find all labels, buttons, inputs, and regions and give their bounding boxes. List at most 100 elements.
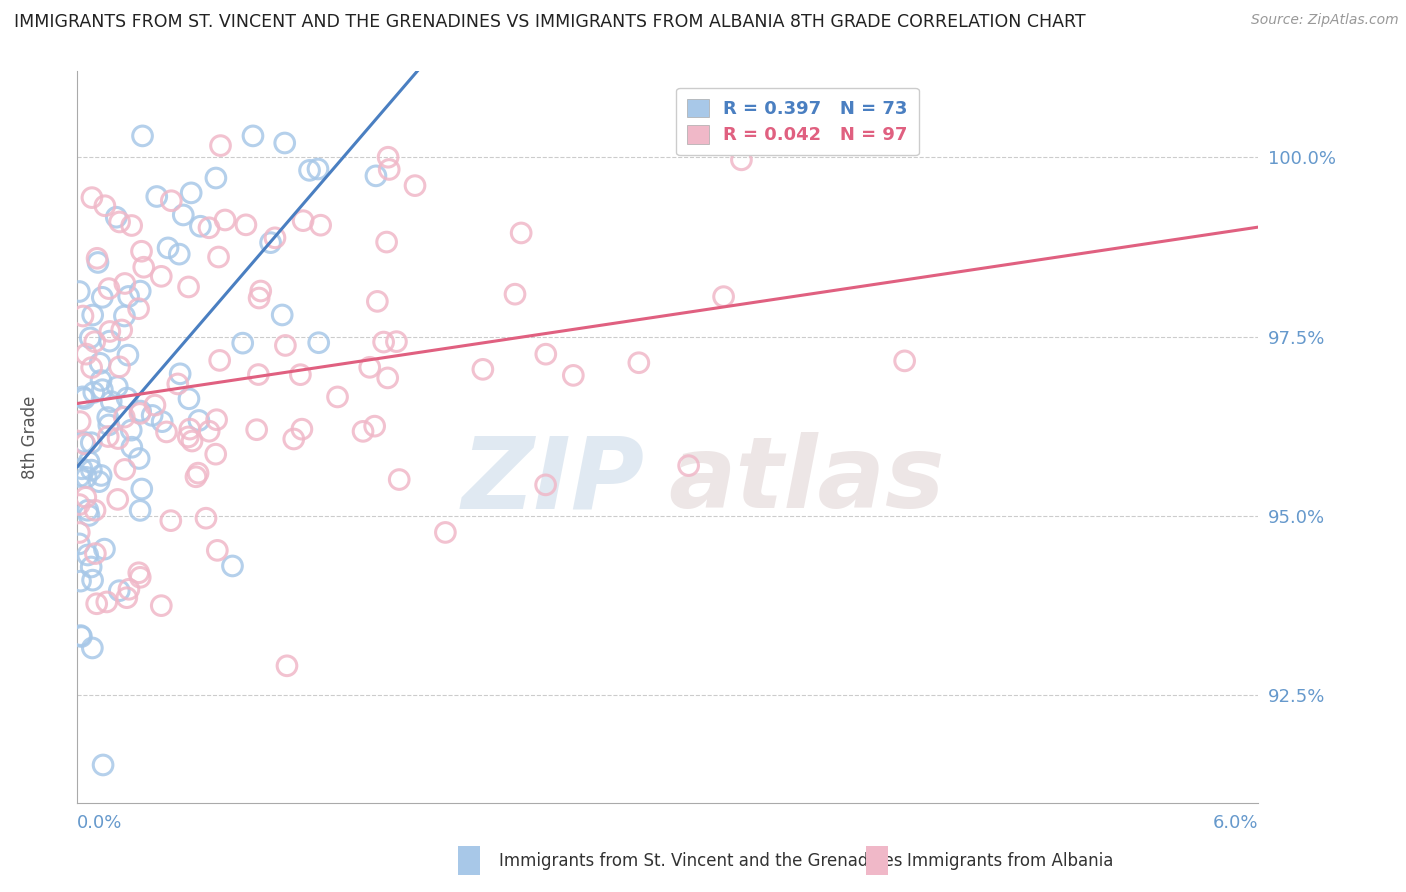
Point [273,136,295,150]
Point [359,360,381,375]
Point [205,171,228,186]
Point [67,525,90,540]
Point [107,432,129,446]
Point [121,440,143,454]
Point [129,570,152,584]
Point [205,413,228,427]
Point [83,385,105,400]
Point [111,323,134,337]
Point [69,469,91,483]
Point [179,422,201,436]
Point [291,422,314,436]
Point [83,334,105,349]
Text: Immigrants from Albania: Immigrants from Albania [907,852,1114,870]
Point [264,231,287,245]
Point [247,291,270,305]
Point [79,331,101,345]
Point [377,150,399,164]
Point [75,470,97,484]
Point [97,410,120,425]
Point [534,347,557,361]
Point [195,511,218,525]
Point [366,294,388,309]
Point [107,492,129,507]
Point [73,437,96,451]
Point [128,566,150,580]
Point [131,244,153,259]
Point [129,284,152,298]
Point [114,277,136,291]
Point [235,218,257,232]
Point [120,423,142,437]
Point [388,473,411,487]
Point [271,308,294,322]
Point [108,359,131,374]
Point [364,169,387,183]
Point [73,435,96,450]
Point [503,287,526,301]
Point [97,429,120,443]
Point [112,309,135,323]
Point [298,163,321,178]
Point [91,290,114,304]
Point [80,191,103,205]
Point [72,390,94,404]
Point [172,208,194,222]
Point [143,398,166,412]
Point [378,162,401,177]
Point [96,595,118,609]
Point [129,404,152,418]
Text: 8th Grade: 8th Grade [21,395,39,479]
Point [114,462,136,476]
Point [276,658,298,673]
Point [75,347,97,361]
Point [159,514,181,528]
Point [90,468,112,483]
Point [76,503,98,517]
Point [283,432,305,446]
Point [242,128,264,143]
Point [167,247,190,261]
Point [187,466,209,480]
Point [274,338,297,352]
Point [309,218,332,232]
Point [627,356,650,370]
Point [145,189,167,203]
Point [90,373,112,387]
Point [100,394,122,409]
Point [86,597,108,611]
Point [87,255,110,269]
Point [198,220,221,235]
Point [141,409,163,423]
Point [84,503,107,517]
Point [108,215,131,229]
Point [247,368,270,382]
Text: Immigrants from St. Vincent and the Grenadines: Immigrants from St. Vincent and the Gren… [499,852,903,870]
Point [181,434,204,448]
Point [150,415,173,429]
Point [207,543,229,558]
Point [131,128,153,143]
Point [98,325,121,339]
Point [177,392,200,406]
Point [70,630,93,644]
Point [77,455,100,469]
Point [129,406,152,420]
Point [128,451,150,466]
Point [221,558,243,573]
Point [208,353,231,368]
Point [91,383,114,397]
Point [129,503,152,517]
Point [80,463,103,477]
Point [373,334,395,349]
Point [180,186,202,200]
Point [352,425,374,439]
Point [150,599,173,613]
Point [385,334,408,349]
Text: ZIP: ZIP [461,433,644,530]
Point [155,425,177,439]
Point [246,423,269,437]
Point [207,250,229,264]
Point [75,490,97,504]
Point [131,482,153,496]
